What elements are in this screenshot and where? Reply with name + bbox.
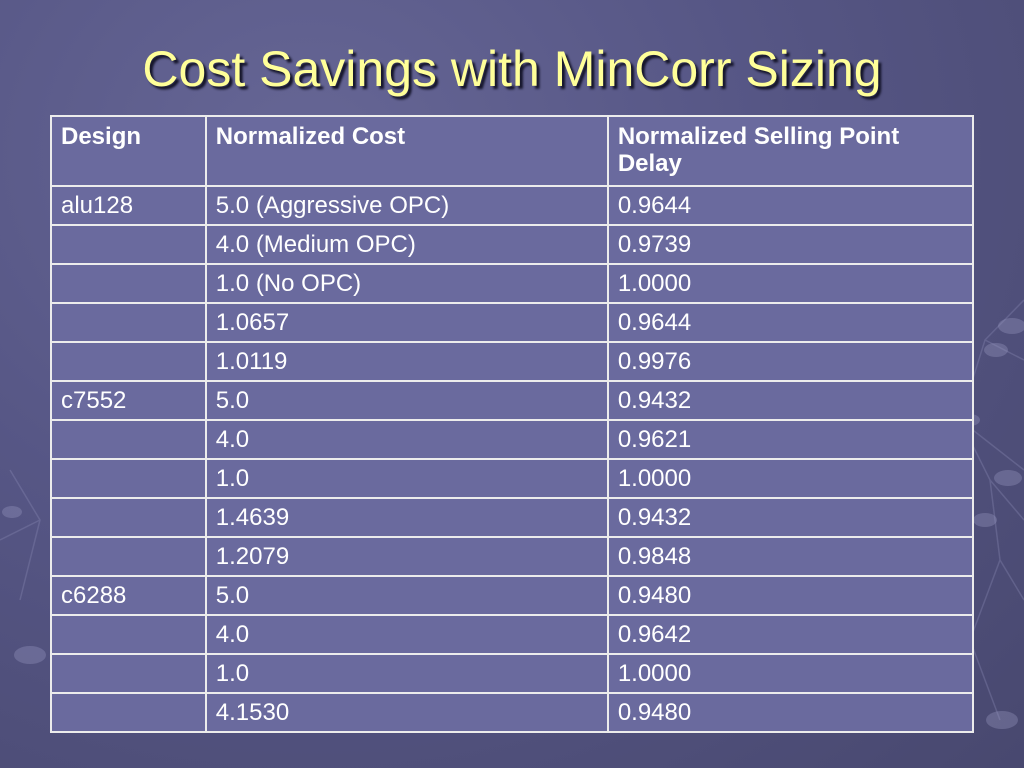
cell-delay: 0.9644	[606, 302, 975, 343]
cell-cost: 4.0	[204, 419, 609, 460]
cell-delay: 0.9976	[606, 341, 975, 382]
cell-delay: 0.9621	[606, 419, 975, 460]
table-row: 4.0 0.9642	[50, 614, 975, 655]
cell-cost: 5.0	[204, 380, 609, 421]
results-table-container: Design Normalized Cost Normalized Sellin…	[50, 115, 975, 733]
cell-delay: 0.9480	[606, 692, 975, 733]
cell-design: alu128	[50, 185, 207, 226]
slide-title: Cost Savings with MinCorr Sizing	[142, 41, 882, 97]
cell-design: c6288	[50, 575, 207, 616]
cell-cost: 5.0 (Aggressive OPC)	[204, 185, 609, 226]
cell-design	[50, 419, 207, 460]
cell-cost: 1.0	[204, 458, 609, 499]
cell-cost: 1.0119	[204, 341, 609, 382]
table-row: 1.2079 0.9848	[50, 536, 975, 577]
cell-cost: 4.0	[204, 614, 609, 655]
header-design: Design	[50, 115, 207, 187]
cell-delay: 0.9432	[606, 380, 975, 421]
cell-design	[50, 458, 207, 499]
cell-cost: 1.0	[204, 653, 609, 694]
cell-delay: 0.9480	[606, 575, 975, 616]
table-row: 1.0 (No OPC) 1.0000	[50, 263, 975, 304]
cell-delay: 0.9739	[606, 224, 975, 265]
results-table: Design Normalized Cost Normalized Sellin…	[50, 115, 975, 733]
cell-delay: 1.0000	[606, 263, 975, 304]
table-row: 1.4639 0.9432	[50, 497, 975, 538]
cell-design: c7552	[50, 380, 207, 421]
cell-design	[50, 614, 207, 655]
cell-delay: 0.9848	[606, 536, 975, 577]
header-normalized-selling-point-delay: Normalized Selling Point Delay	[606, 115, 975, 187]
table-header-row: Design Normalized Cost Normalized Sellin…	[50, 115, 975, 187]
cell-delay: 0.9642	[606, 614, 975, 655]
table-row: alu128 5.0 (Aggressive OPC) 0.9644	[50, 185, 975, 226]
table-row: 1.0119 0.9976	[50, 341, 975, 382]
cell-cost: 1.0657	[204, 302, 609, 343]
cell-design	[50, 536, 207, 577]
table-row: 1.0657 0.9644	[50, 302, 975, 343]
cell-cost: 1.2079	[204, 536, 609, 577]
cell-design	[50, 263, 207, 304]
cell-cost: 5.0	[204, 575, 609, 616]
cell-cost: 1.0 (No OPC)	[204, 263, 609, 304]
cell-design	[50, 692, 207, 733]
table-row: 1.0 1.0000	[50, 653, 975, 694]
cell-delay: 1.0000	[606, 653, 975, 694]
table-row: 4.0 (Medium OPC) 0.9739	[50, 224, 975, 265]
header-normalized-cost: Normalized Cost	[204, 115, 609, 187]
cell-delay: 1.0000	[606, 458, 975, 499]
table-row: c7552 5.0 0.9432	[50, 380, 975, 421]
table-row: 4.0 0.9621	[50, 419, 975, 460]
cell-cost: 4.0 (Medium OPC)	[204, 224, 609, 265]
cell-design	[50, 341, 207, 382]
table-row: 4.1530 0.9480	[50, 692, 975, 733]
cell-design	[50, 302, 207, 343]
cell-cost: 1.4639	[204, 497, 609, 538]
table-row: 1.0 1.0000	[50, 458, 975, 499]
cell-delay: 0.9432	[606, 497, 975, 538]
cell-cost: 4.1530	[204, 692, 609, 733]
cell-design	[50, 653, 207, 694]
cell-design	[50, 497, 207, 538]
table-row: c6288 5.0 0.9480	[50, 575, 975, 616]
cell-design	[50, 224, 207, 265]
cell-delay: 0.9644	[606, 185, 975, 226]
